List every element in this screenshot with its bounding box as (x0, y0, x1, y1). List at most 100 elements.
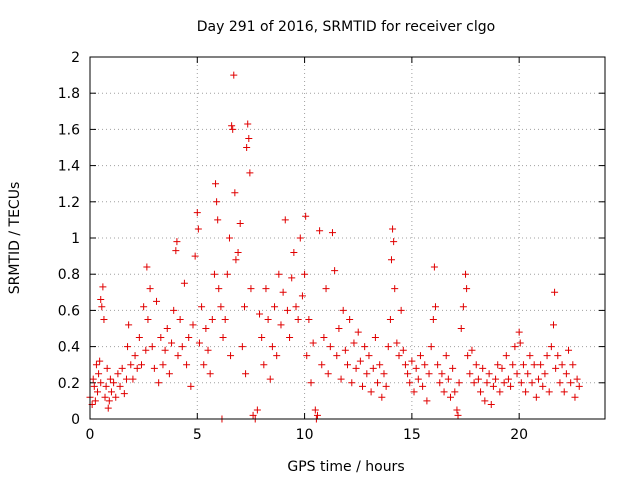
data-point (444, 375, 452, 383)
data-point (187, 382, 195, 390)
data-point (397, 306, 405, 314)
data-point (382, 382, 390, 390)
y-tick-label: 0 (71, 412, 80, 428)
y-tick-label: 1.6 (58, 122, 80, 138)
data-point (213, 198, 221, 206)
data-point (532, 393, 540, 401)
data-point (410, 388, 418, 396)
data-point (135, 334, 143, 342)
data-point (361, 343, 369, 351)
data-point (296, 234, 304, 242)
x-tick-label: 0 (86, 427, 95, 443)
data-point (191, 252, 199, 260)
data-point (103, 364, 111, 372)
data-point (516, 339, 524, 347)
data-point (234, 248, 242, 256)
data-point (522, 388, 530, 396)
data-point (470, 379, 478, 387)
data-point (99, 283, 107, 291)
data-point (124, 343, 132, 351)
data-point (195, 339, 203, 347)
data-point (215, 285, 223, 293)
data-point (219, 334, 227, 342)
grid (90, 57, 605, 419)
data-point (393, 339, 401, 347)
data-point (425, 370, 433, 378)
data-point (100, 315, 108, 323)
data-point (231, 189, 239, 197)
data-point (185, 334, 193, 342)
data-point (509, 361, 517, 369)
data-point (335, 325, 343, 332)
data-point (369, 364, 377, 372)
data-point (275, 270, 283, 278)
data-point (266, 375, 274, 383)
data-point (539, 382, 547, 390)
data-point (500, 379, 508, 387)
data-point (354, 328, 362, 336)
data-point (200, 361, 208, 369)
data-point (262, 285, 270, 293)
data-point (483, 379, 491, 387)
y-tick-label: 0.8 (58, 267, 80, 283)
data-point (283, 306, 291, 314)
data-point (412, 364, 420, 372)
data-point (487, 401, 495, 409)
data-point (554, 352, 562, 360)
data-point (387, 256, 395, 264)
data-point (116, 382, 124, 390)
data-point (194, 225, 202, 233)
data-point (543, 352, 551, 360)
x-axis-label: GPS time / hours (287, 459, 404, 475)
data-point (454, 411, 462, 419)
data-point (131, 352, 139, 360)
data-point (229, 125, 237, 133)
data-point (344, 361, 351, 369)
data-point (244, 120, 252, 128)
chart-title: Day 291 of 2016, SRMTID for receiver clg… (197, 19, 495, 35)
x-tick-label: 15 (403, 427, 421, 443)
data-point (172, 247, 180, 255)
data-point (390, 238, 398, 246)
data-point (243, 144, 251, 151)
data-point (346, 315, 354, 323)
data-point (97, 379, 105, 387)
data-point (256, 310, 264, 318)
data-point (528, 379, 536, 387)
data-point (481, 397, 489, 405)
data-point (210, 270, 218, 278)
data-point (122, 375, 130, 383)
data-point (399, 346, 407, 354)
y-tick-label: 0.6 (58, 303, 80, 319)
data-point (143, 263, 151, 271)
data-point (356, 357, 364, 365)
data-point (404, 370, 412, 378)
data-point (352, 364, 360, 372)
data-point (339, 306, 347, 314)
data-point (474, 375, 482, 383)
data-point (416, 352, 424, 360)
data-point (174, 352, 182, 360)
data-point (558, 361, 566, 369)
data-point (142, 346, 150, 354)
data-point (260, 361, 268, 369)
data-point (246, 169, 254, 177)
data-point (140, 303, 148, 311)
data-point (457, 325, 465, 332)
data-point (253, 406, 261, 414)
data-point (217, 303, 225, 311)
data-point (214, 216, 222, 224)
data-point (120, 390, 128, 398)
data-point (552, 364, 560, 372)
data-point (380, 370, 388, 378)
data-point (212, 180, 220, 188)
data-point (95, 370, 103, 378)
data-point (264, 315, 272, 323)
data-point (148, 343, 156, 351)
data-point (534, 375, 542, 383)
data-point (227, 352, 235, 360)
data-point (101, 393, 109, 401)
data-point (105, 397, 113, 405)
data-point (331, 267, 339, 275)
data-point (519, 361, 527, 369)
